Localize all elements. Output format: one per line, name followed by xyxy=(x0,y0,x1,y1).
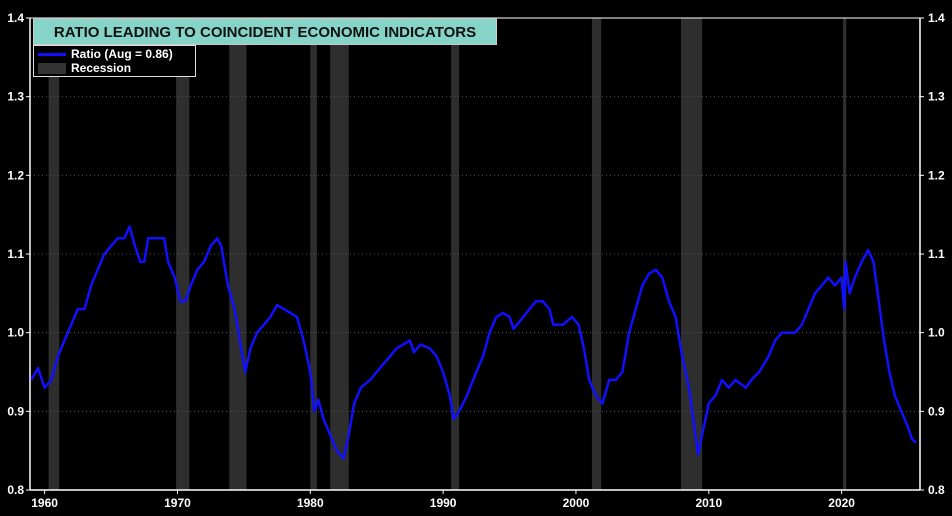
y-tick-label: 1.2 xyxy=(7,168,24,182)
x-tick-label: 2000 xyxy=(563,496,590,510)
x-axis-ticks: 1960 1970 1980 1990 2000 2010 2020 xyxy=(31,496,855,510)
legend: Ratio (Aug = 0.86) Recession xyxy=(33,45,196,77)
axes xyxy=(26,17,924,494)
recession-band xyxy=(48,18,60,490)
y-tick-label: 1.0 xyxy=(7,326,24,340)
y-tick-label: 1.3 xyxy=(7,90,24,104)
series-line-ratio xyxy=(30,225,917,460)
gridlines xyxy=(30,17,920,412)
x-tick-label: 1970 xyxy=(164,496,191,510)
recession-band xyxy=(330,18,349,490)
y-tick-label: 1.1 xyxy=(7,247,24,261)
y-tick-label: 1.2 xyxy=(928,168,945,182)
y-tick-label: 0.9 xyxy=(7,404,24,418)
legend-label-recession: Recession xyxy=(71,61,132,75)
y-tick-label: 0.8 xyxy=(928,483,945,497)
y-tick-label: 1.3 xyxy=(928,90,945,104)
y-tick-label: 0.8 xyxy=(7,483,24,497)
legend-swatch-recession xyxy=(38,62,66,74)
recession-bands xyxy=(48,18,847,490)
legend-label-ratio: Ratio (Aug = 0.86) xyxy=(71,47,173,61)
chart-title-box: RATIO LEADING TO COINCIDENT ECONOMIC IND… xyxy=(33,18,497,45)
y-axis-right-ticks: 0.8 0.9 1.0 1.1 1.2 1.3 1.4 xyxy=(928,11,945,497)
legend-item-recession: Recession xyxy=(38,61,131,75)
chart-title: RATIO LEADING TO COINCIDENT ECONOMIC IND… xyxy=(53,24,477,41)
y-tick-label: 1.4 xyxy=(7,11,24,25)
legend-item-ratio: Ratio (Aug = 0.86) xyxy=(38,47,173,61)
recession-band xyxy=(451,18,460,490)
x-tick-label: 1990 xyxy=(430,496,457,510)
recession-band xyxy=(591,18,602,490)
x-tick-label: 2010 xyxy=(695,496,722,510)
y-axis-left-ticks: 0.8 0.9 1.0 1.1 1.2 1.3 1.4 xyxy=(7,11,24,497)
y-tick-label: 1.0 xyxy=(928,326,945,340)
recession-band xyxy=(842,18,847,490)
y-tick-label: 1.1 xyxy=(928,247,945,261)
x-tick-label: 1980 xyxy=(297,496,324,510)
x-tick-label: 1960 xyxy=(31,496,58,510)
recession-band xyxy=(310,18,317,490)
y-tick-label: 1.4 xyxy=(928,11,945,25)
x-tick-label: 2020 xyxy=(828,496,855,510)
legend-swatch-ratio xyxy=(38,52,66,56)
series-lines xyxy=(30,225,917,460)
y-tick-label: 0.9 xyxy=(928,404,945,418)
recession-band xyxy=(229,18,247,490)
